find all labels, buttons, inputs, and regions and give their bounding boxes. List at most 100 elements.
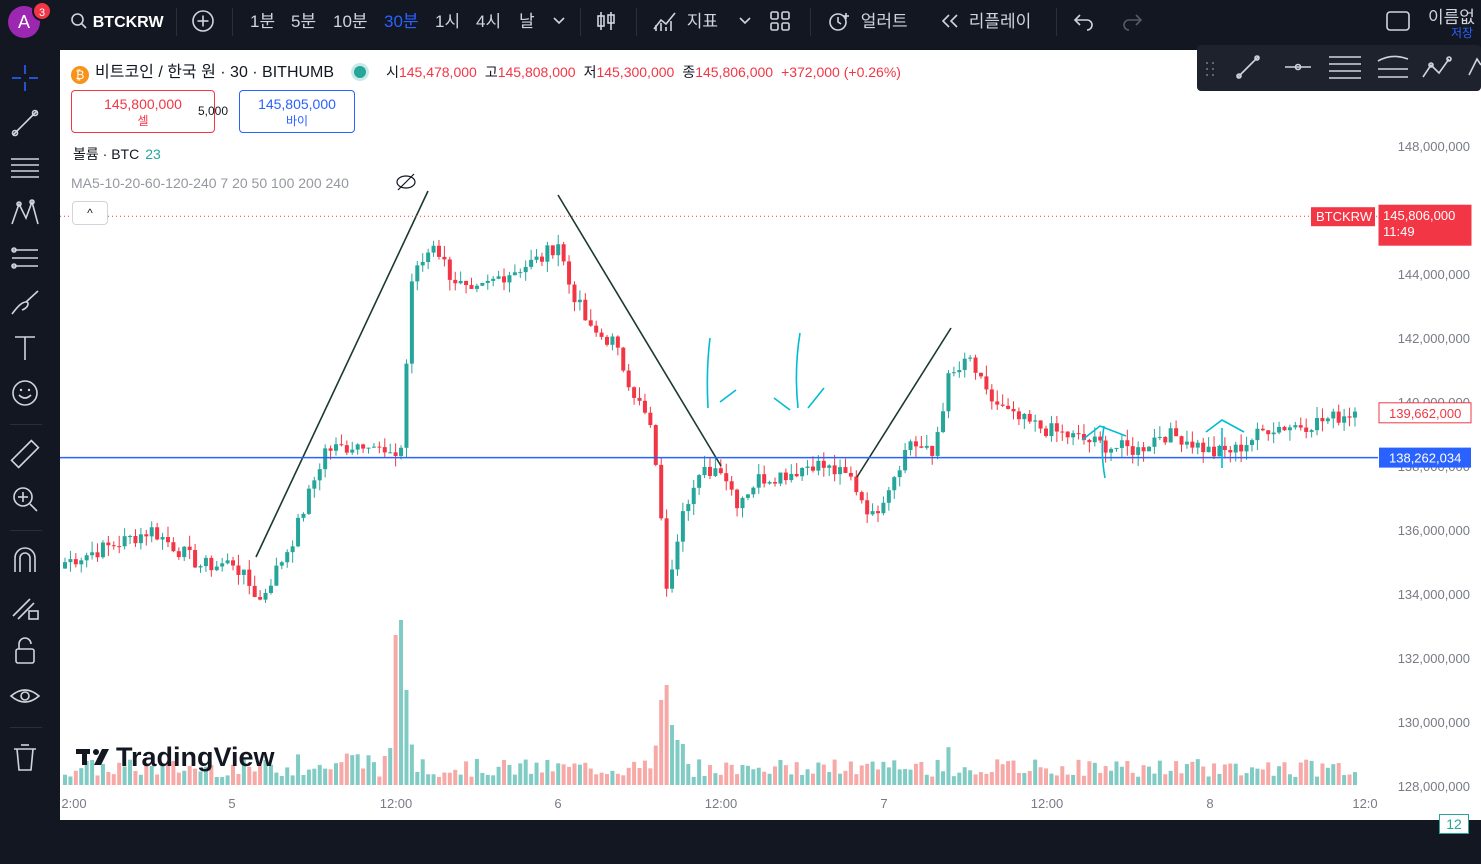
candle: [409, 273, 414, 374]
sell-button[interactable]: 145,800,000 셀: [71, 90, 215, 133]
volume-bar: [550, 771, 555, 785]
volume-bar: [903, 768, 908, 785]
volume-bar: [453, 769, 458, 785]
candle-body: [870, 511, 875, 515]
zoom-tool[interactable]: [8, 482, 42, 516]
interval-1m[interactable]: 1분: [250, 12, 276, 31]
save-label[interactable]: 저장: [1451, 26, 1474, 40]
price-tick-label: 134,000,000: [1398, 587, 1470, 602]
candle-body: [1136, 447, 1141, 455]
magnet-tool[interactable]: [8, 544, 42, 578]
alert-button[interactable]: 얼러트: [826, 0, 908, 44]
interval-dropdown-button[interactable]: [552, 0, 566, 44]
drawing-mode-tool[interactable]: [8, 589, 42, 623]
candle-body: [388, 452, 393, 454]
crosshair-tool[interactable]: [8, 61, 42, 95]
indicators-button[interactable]: 지표: [652, 0, 718, 44]
undo-button[interactable]: [1072, 0, 1096, 44]
interval-1d[interactable]: 날: [519, 12, 535, 31]
replay-button[interactable]: 리플레이: [938, 0, 1031, 44]
interval-5m[interactable]: 5분: [291, 12, 317, 31]
tradingview-logo[interactable]: TradingView: [76, 742, 275, 773]
emoji-tool[interactable]: [8, 376, 42, 410]
candle: [155, 522, 160, 541]
candle: [1179, 435, 1184, 453]
candle-body: [621, 347, 626, 371]
candle-body: [913, 441, 918, 447]
candle: [577, 290, 582, 311]
volume-bar: [686, 763, 691, 785]
candle-body: [745, 494, 750, 498]
candle-body: [241, 569, 246, 575]
buy-button[interactable]: 145,805,000 바이: [239, 90, 355, 133]
volume-bar: [1109, 770, 1114, 785]
candle: [306, 484, 311, 516]
volume-bar: [1125, 760, 1130, 785]
lock-tool[interactable]: [8, 634, 42, 668]
volume-bar: [567, 766, 572, 785]
candle-body: [1217, 445, 1222, 457]
candle: [529, 249, 534, 270]
volume-legend[interactable]: 볼륨 · BTC 23: [73, 146, 161, 162]
candle: [789, 464, 794, 483]
candle: [745, 494, 750, 501]
candle: [848, 466, 853, 481]
text-tool[interactable]: [8, 331, 42, 365]
candle: [122, 528, 127, 550]
volume-bar: [442, 772, 447, 785]
candle-body: [1109, 448, 1114, 453]
interval-10m[interactable]: 10분: [333, 12, 368, 31]
trend-line-tool[interactable]: [8, 106, 42, 140]
brush-tool[interactable]: [8, 286, 42, 320]
candle: [241, 569, 246, 585]
candle: [892, 476, 897, 499]
layout-name[interactable]: 이름없: [1428, 8, 1475, 27]
candle-body: [447, 259, 452, 280]
candle-body: [930, 445, 935, 456]
redo-button[interactable]: [1120, 0, 1144, 44]
volume-bar: [1325, 767, 1330, 785]
volume-bar: [366, 755, 371, 785]
forecast-tool[interactable]: [8, 241, 42, 275]
chart-pane[interactable]: 148,000,000146,000,000144,000,000142,000…: [60, 45, 1481, 854]
candle-body: [897, 470, 902, 478]
compare-symbol-button[interactable]: [191, 0, 215, 44]
interval-1h[interactable]: 1시: [435, 12, 461, 31]
candle: [100, 540, 105, 559]
visibility-tool[interactable]: [8, 679, 42, 713]
candle: [1054, 416, 1059, 443]
measure-tool[interactable]: [8, 437, 42, 471]
candle-body: [274, 565, 279, 586]
candle: [263, 588, 268, 603]
collapse-legend-button[interactable]: ^: [72, 201, 108, 225]
volume-bar: [1119, 766, 1124, 785]
floating-drawing-toolbar[interactable]: [1197, 45, 1481, 91]
volume-bar: [924, 774, 929, 785]
price-tick-label: 132,000,000: [1398, 651, 1470, 666]
fib-tool[interactable]: [8, 151, 42, 185]
candle-body: [491, 278, 496, 281]
ma-legend[interactable]: MA5-10-20-60-120-240 7 20 50 100 200 240: [71, 175, 349, 191]
fullscreen-button[interactable]: [1384, 0, 1412, 44]
chevron-down-icon: [739, 17, 751, 25]
interval-4h[interactable]: 4시: [476, 12, 502, 31]
symbol-title[interactable]: 비트코인 / 한국 원 · 30 · BITHUMB: [95, 64, 335, 81]
volume-bar: [572, 763, 577, 785]
close-value: 145,806,000: [695, 64, 774, 80]
candle-body: [409, 281, 414, 364]
candle-body: [642, 400, 647, 413]
chart-canvas[interactable]: 148,000,000146,000,000144,000,000142,000…: [60, 50, 1481, 820]
volume-bar: [176, 772, 181, 785]
candle: [1320, 408, 1325, 432]
pattern-tool[interactable]: [8, 196, 42, 230]
symbol-search-button[interactable]: BTCKRW: [70, 0, 164, 44]
volume-bar: [756, 767, 761, 785]
interval-30m-active[interactable]: 30분: [384, 12, 419, 31]
indicators-dropdown-button[interactable]: [738, 0, 752, 44]
volume-bar: [404, 690, 409, 785]
layouts-button[interactable]: [768, 0, 792, 44]
chart-type-button[interactable]: [594, 0, 618, 44]
volume-bar: [935, 759, 940, 785]
remove-drawings-tool[interactable]: [8, 740, 42, 774]
candle-body: [1212, 446, 1217, 457]
